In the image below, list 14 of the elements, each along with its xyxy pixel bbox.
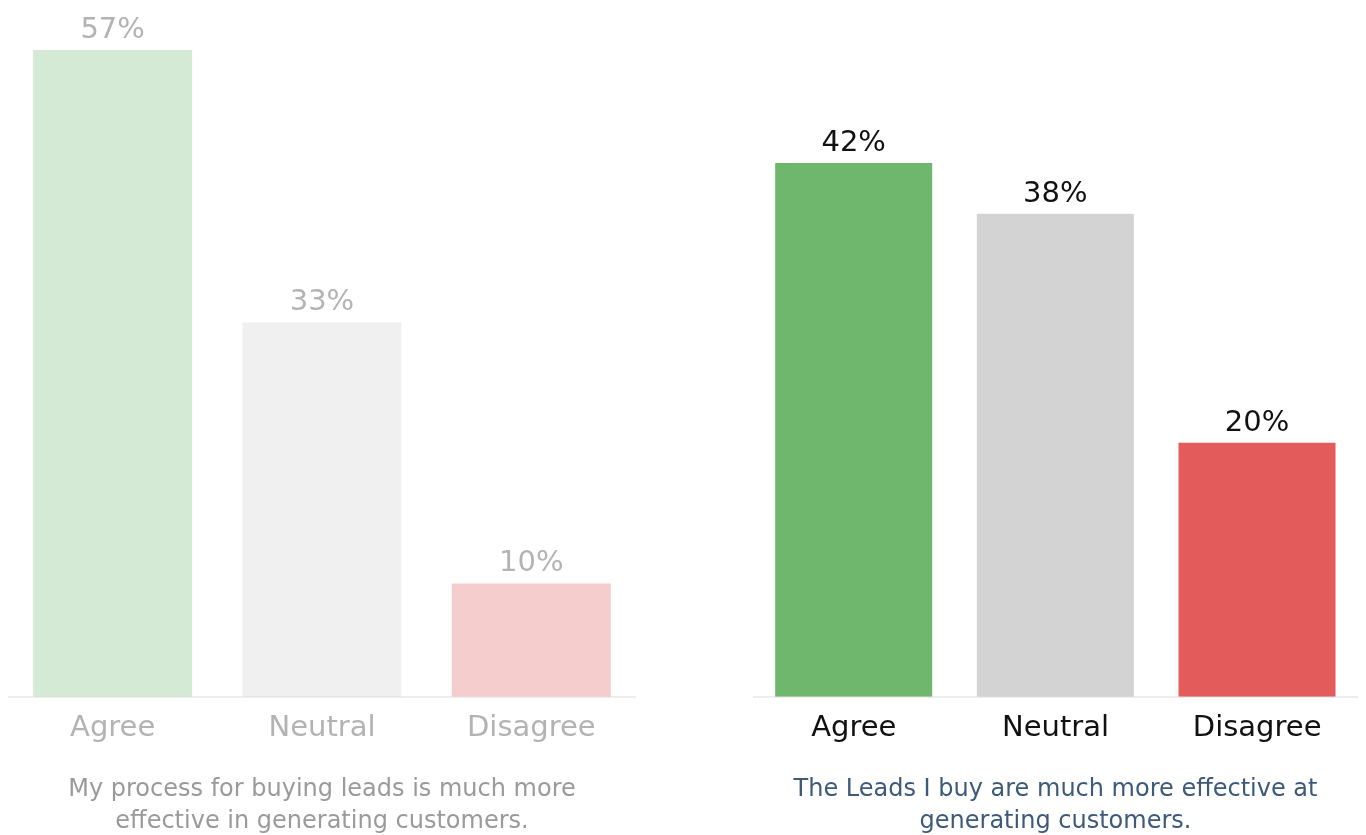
x-tick-label: Disagree <box>1192 708 1322 743</box>
data-label: 33% <box>289 283 355 318</box>
data-label: 20% <box>1224 403 1290 438</box>
text: My process for buying leads is much more effective in generating customers. <box>67 773 577 835</box>
x-tick-label: Neutral <box>1001 708 1110 743</box>
x-tick-label: Neutral <box>268 708 376 743</box>
x-tick-label: Agree <box>811 708 897 743</box>
data-label: 57% <box>80 11 145 45</box>
text: The Leads I buy are much more effective at generating customers. <box>792 773 1319 835</box>
data-label: 10% <box>499 544 564 579</box>
x-tick-label: Disagree <box>467 708 596 743</box>
data-label: 38% <box>1023 174 1088 209</box>
data-label: 42% <box>821 124 886 158</box>
x-tick-label: Agree <box>70 708 156 743</box>
